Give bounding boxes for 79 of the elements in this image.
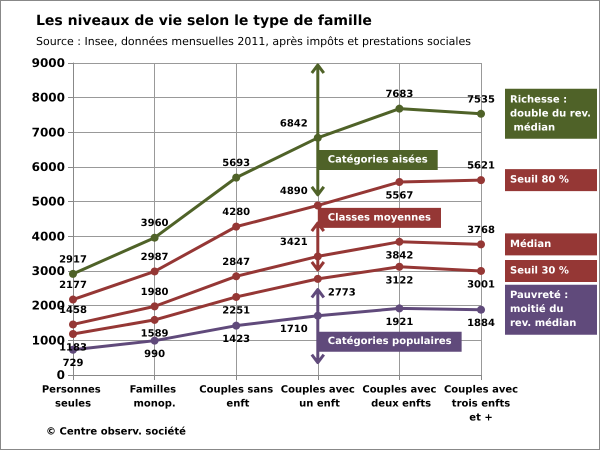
annotation: Catégories aisées bbox=[328, 154, 428, 166]
point bbox=[150, 234, 159, 242]
data-label: 4280 bbox=[222, 207, 250, 218]
data-label: 5567 bbox=[385, 190, 414, 202]
text: Pauvreté : moitié du rev. médian bbox=[510, 290, 576, 330]
y-tick-label: 0 bbox=[56, 368, 65, 382]
data-label: 3421 bbox=[280, 236, 308, 248]
x-tick-label: Personnes seules bbox=[42, 384, 104, 410]
data-label: 7535 bbox=[467, 94, 495, 106]
data-label: 3768 bbox=[467, 224, 495, 236]
point bbox=[69, 296, 77, 304]
data-label: 3960 bbox=[140, 218, 169, 230]
data-label: 6842 bbox=[280, 118, 308, 130]
data-label: 1423 bbox=[222, 334, 250, 346]
data-label: 1710 bbox=[280, 324, 308, 336]
x-tick-label: Couples sans enft bbox=[199, 384, 274, 410]
data-label: 4890 bbox=[280, 186, 308, 197]
point bbox=[395, 304, 404, 312]
point bbox=[69, 270, 77, 278]
data-label: 5621 bbox=[467, 160, 495, 172]
text: Seuil 80 % bbox=[510, 174, 569, 186]
point bbox=[477, 306, 485, 314]
text: Seuil 30 % bbox=[510, 265, 569, 276]
point bbox=[314, 201, 322, 210]
y-tick-label: 8000 bbox=[32, 90, 65, 105]
annotation: Classes moyennes bbox=[328, 212, 432, 224]
point bbox=[232, 292, 240, 301]
y-tick-label: 6000 bbox=[32, 160, 65, 174]
point bbox=[477, 240, 485, 248]
data-label: 3122 bbox=[385, 275, 414, 286]
data-label: 729 bbox=[62, 358, 84, 370]
data-label: 990 bbox=[144, 349, 166, 360]
point bbox=[477, 110, 485, 118]
point bbox=[395, 104, 404, 113]
data-label: 5693 bbox=[222, 158, 250, 170]
data-label: 1884 bbox=[467, 318, 495, 330]
point bbox=[150, 302, 159, 310]
data-label: 3001 bbox=[467, 279, 495, 290]
x-tick-label: Couples avec un enft bbox=[280, 384, 355, 410]
point bbox=[477, 266, 485, 275]
point bbox=[232, 222, 240, 231]
point bbox=[232, 322, 240, 330]
point bbox=[314, 274, 322, 283]
y-tick-label: 3000 bbox=[32, 264, 65, 278]
data-label: 2847 bbox=[222, 256, 250, 268]
data-label: 7683 bbox=[385, 89, 414, 100]
data-label: 3842 bbox=[385, 250, 414, 262]
text: Médian bbox=[510, 238, 552, 250]
point bbox=[69, 320, 77, 328]
data-label: 2917 bbox=[59, 254, 87, 266]
y-tick-label: 5000 bbox=[32, 194, 65, 209]
point bbox=[232, 272, 240, 280]
data-label: 2987 bbox=[140, 252, 169, 263]
data-label: 1589 bbox=[140, 328, 169, 340]
point bbox=[395, 178, 404, 186]
x-tick-label: Couples avec trois enfts et + bbox=[444, 384, 518, 424]
point bbox=[395, 262, 404, 271]
data-label: 2177 bbox=[59, 280, 87, 292]
point bbox=[150, 267, 159, 276]
data-label: 2251 bbox=[222, 305, 250, 316]
y-tick-label: 9000 bbox=[32, 56, 65, 70]
data-label: 1921 bbox=[385, 316, 414, 328]
y-tick-label: 7000 bbox=[32, 125, 65, 140]
data-label: 2773 bbox=[328, 287, 356, 298]
point bbox=[69, 330, 77, 338]
chart-title: Les niveaux de vie selon le type de famille bbox=[36, 13, 372, 29]
point bbox=[395, 238, 404, 246]
point bbox=[477, 176, 485, 184]
y-tick-label: 4000 bbox=[32, 229, 65, 244]
chart-subtitle: Source : Insee, données mensuelles 2011, après impôts et prestations sociales bbox=[36, 35, 472, 48]
x-tick-label: Couples avec deux enfts bbox=[362, 384, 437, 410]
data-label: 1980 bbox=[140, 286, 169, 298]
point bbox=[150, 316, 159, 324]
point bbox=[232, 174, 240, 182]
text: © Centre observ. société bbox=[46, 426, 186, 438]
x-tick-label: Familles monop. bbox=[130, 384, 180, 410]
text: Richesse : double du rev. médian bbox=[510, 94, 591, 134]
point bbox=[150, 336, 159, 345]
annotation: Catégories populaires bbox=[328, 336, 452, 348]
